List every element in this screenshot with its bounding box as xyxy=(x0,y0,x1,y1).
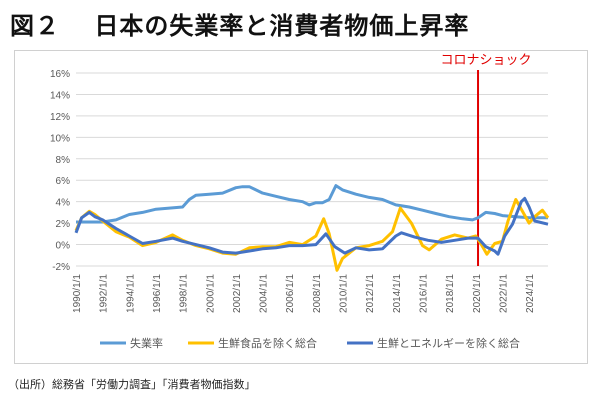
y-tick-label: 10% xyxy=(50,133,70,144)
x-tick-label: 2004/1/1 xyxy=(259,274,270,313)
y-tick-label: 4% xyxy=(56,198,71,209)
x-tick-label: 2006/1/1 xyxy=(285,274,296,313)
x-tick-label: 2020/1/1 xyxy=(472,274,483,313)
legend-label: 失業率 xyxy=(130,336,163,350)
x-tick-label: 2008/1/1 xyxy=(312,274,323,313)
y-tick-label: 2% xyxy=(56,219,71,230)
chart-frame xyxy=(14,50,588,364)
source-note: （出所）総務省「労働力調査」「消費者物価指数」 xyxy=(8,378,256,391)
covid-shock-label: コロナショック xyxy=(441,53,532,68)
x-tick-label: 2018/1/1 xyxy=(445,274,456,313)
line-chart: -2% 0% 2% 4% 6% 8% 10% 12% 14% 16% 1990/1/1 1992/1/… xyxy=(50,53,550,350)
legend-label: 生鮮食品を除く総合 xyxy=(218,336,317,350)
y-tick-label: 16% xyxy=(50,69,70,80)
y-tick-label: 8% xyxy=(56,155,71,166)
series-line-1 xyxy=(76,184,548,224)
x-tick-label: 2000/1/1 xyxy=(205,274,216,313)
series-line-3 xyxy=(74,196,549,256)
x-tick-label: 2022/1/1 xyxy=(498,274,509,313)
y-tick-label: -2% xyxy=(52,262,70,273)
x-tick-label: 1990/1/1 xyxy=(72,274,83,313)
legend-label: 生鮮とエネルギーを除く総合 xyxy=(377,336,520,350)
x-tick-label: 2002/1/1 xyxy=(232,274,243,313)
x-tick-label: 1994/1/1 xyxy=(125,274,136,313)
x-tick-label: 2014/1/1 xyxy=(392,274,403,313)
y-tick-label: 0% xyxy=(56,241,71,252)
x-tick-label: 1996/1/1 xyxy=(152,274,163,313)
x-tick-label: 2016/1/1 xyxy=(419,274,430,313)
chart-title: 図２ 日本の失業率と消費者物価上昇率 xyxy=(10,12,470,40)
y-tick-label: 12% xyxy=(50,112,70,123)
x-tick-label: 2012/1/1 xyxy=(365,274,376,313)
y-tick-label: 6% xyxy=(56,176,71,187)
x-tick-label: 1998/1/1 xyxy=(179,274,190,313)
x-tick-label: 2024/1/1 xyxy=(525,274,536,313)
x-tick-label: 2010/1/1 xyxy=(339,274,350,313)
y-tick-label: 14% xyxy=(50,90,70,101)
x-tick-label: 1992/1/1 xyxy=(99,274,110,313)
